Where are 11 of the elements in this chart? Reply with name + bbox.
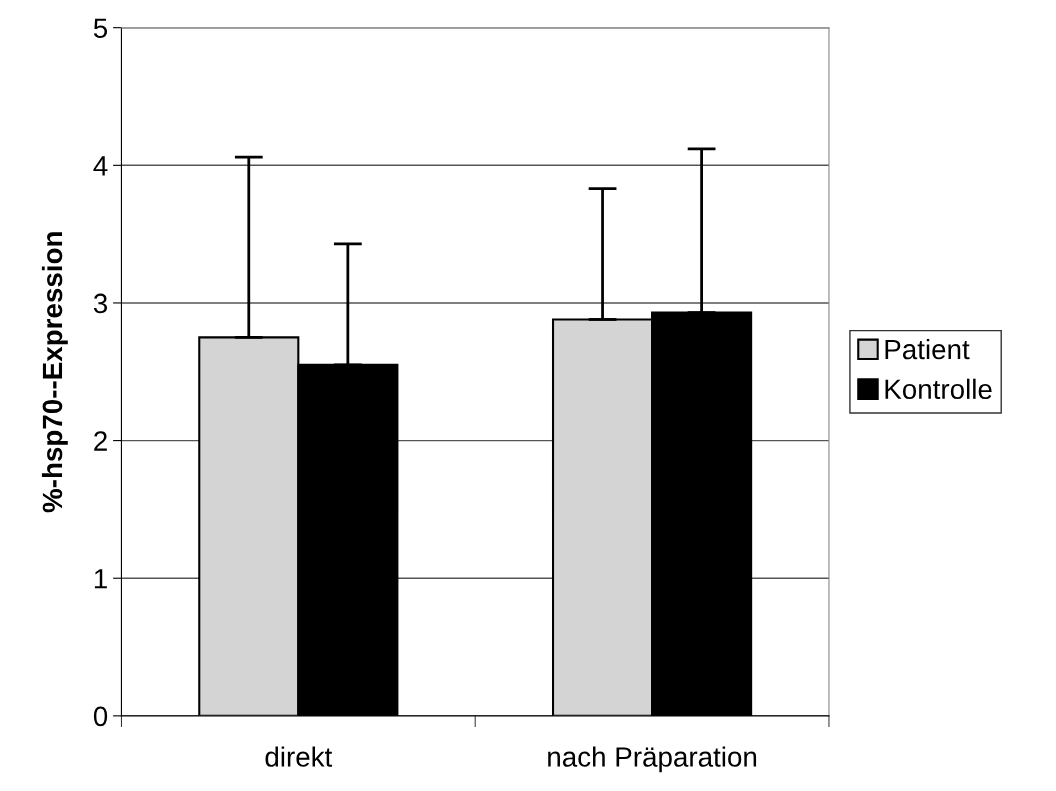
y-tick-label: 0: [93, 706, 108, 727]
y-tick-label: 1: [94, 569, 107, 589]
y-tick-label: 5: [93, 18, 108, 39]
legend-label: Patient: [885, 338, 970, 360]
x-tick-label: nach Präparation: [548, 746, 757, 773]
legend-label: Kontrolle: [885, 378, 992, 400]
y-tick-label: 2: [94, 431, 107, 451]
x-tick-label: direkt: [265, 746, 333, 767]
y-axis-title: %-hsp70--Expression: [41, 232, 68, 513]
y-tick-label: 3: [93, 293, 108, 314]
y-tick-label: 4: [93, 156, 108, 176]
